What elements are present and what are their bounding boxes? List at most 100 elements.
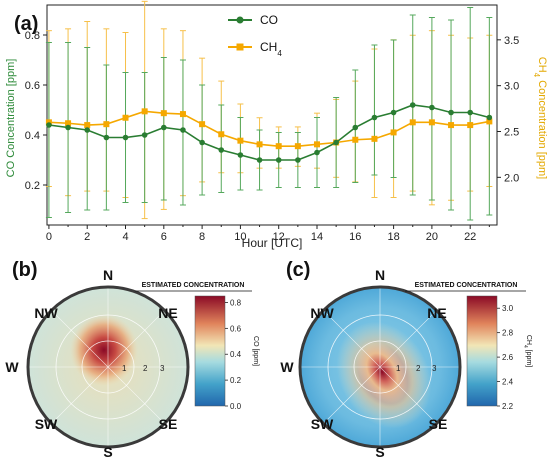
ch4-error-bars — [45, 0, 493, 220]
polar-ch4-ring-label-2: 2 — [416, 364, 421, 373]
colorbar-ch4: ESTIMATED CONCENTRATION 2.22.42.62.83.0 … — [405, 282, 532, 411]
legend-ch4-label: CH4 — [260, 40, 282, 58]
x-tick-label: 8 — [199, 231, 205, 243]
co-point — [314, 149, 320, 156]
direction-label-se: SE — [429, 416, 448, 432]
left-tick-label: 0.6 — [25, 80, 40, 92]
ch4-point — [141, 108, 148, 115]
ch4-point — [448, 122, 455, 129]
ch4-point — [314, 141, 320, 148]
polar-ch4-outer-ring — [298, 285, 462, 449]
colorbar-tick-label: 2.6 — [502, 353, 514, 362]
x-tick-label: 2 — [84, 231, 90, 243]
colorbar-tick-label: 2.4 — [502, 378, 514, 387]
co-point — [103, 134, 110, 141]
ch4-point — [486, 118, 493, 125]
co-point — [218, 147, 225, 153]
co-point — [448, 109, 454, 116]
co-point — [84, 127, 91, 133]
colorbar-tick-label: 2.2 — [502, 402, 514, 411]
ch4-point — [275, 143, 282, 150]
polar-ch4-spoke — [323, 310, 437, 424]
legend-co-marker — [236, 16, 244, 24]
co-point — [429, 104, 435, 111]
x-tick-label: 12 — [273, 231, 285, 243]
right-tick-label: 3.0 — [504, 81, 519, 93]
x-tick-label: 22 — [464, 231, 476, 243]
ch4-point — [160, 110, 167, 117]
x-tick-label: 0 — [46, 231, 52, 243]
x-tick-label: 16 — [349, 231, 361, 243]
right-tick-label: 2.5 — [504, 127, 519, 139]
x-tick-label: 10 — [234, 231, 246, 243]
ch4-point — [294, 143, 301, 150]
co-error-bar — [45, 42, 52, 218]
polar-co-ring-label-2: 2 — [143, 364, 148, 373]
co-line — [48, 104, 490, 161]
ch4-line — [48, 110, 490, 147]
colorbar-ch4-ticks: 2.2 2.4 2.6 2.8 3.0 — [497, 304, 514, 411]
co-point — [199, 139, 205, 146]
colorbar-tick-label: 0.8 — [230, 298, 242, 307]
colorbar-tick-label: 0.4 — [230, 350, 242, 359]
legend: CO CH4 — [228, 13, 282, 58]
polar-co-spoke — [51, 310, 165, 424]
direction-label-ne: NE — [427, 305, 446, 321]
direction-label-se: SE — [159, 416, 178, 432]
colorbar-tick-label: 0.0 — [230, 402, 242, 411]
co-point — [486, 114, 493, 121]
right-tick-label: 2.0 — [504, 172, 519, 184]
ch4-point — [218, 131, 225, 138]
co-point — [390, 109, 397, 116]
ch4-point — [179, 111, 186, 118]
legend-ch4-marker — [236, 43, 244, 51]
ch4-series — [45, 108, 493, 150]
colorbar-co-title: ESTIMATED CONCENTRATION — [142, 282, 245, 289]
ch4-point — [65, 120, 72, 127]
co-error-bar — [371, 44, 378, 176]
direction-label-n: N — [375, 267, 385, 283]
direction-label-w: W — [280, 359, 294, 375]
polar-co-hotspot — [70, 314, 138, 386]
colorbar-co-label: CO [ppm] — [252, 336, 259, 366]
colorbar-tick-label: 2.8 — [502, 329, 514, 338]
co-series — [46, 102, 493, 163]
right-axis-ticks: 2.0 2.5 3.0 3.5 — [497, 35, 519, 184]
direction-label-s: S — [375, 444, 384, 460]
plot-frame — [46, 4, 498, 226]
ch4-point — [352, 136, 359, 143]
direction-label-s: S — [103, 444, 112, 460]
co-point — [256, 157, 263, 163]
co-error-bar — [390, 39, 397, 178]
left-axis-ticks: 0.2 0.4 0.6 0.8 — [25, 30, 47, 192]
ch4-point — [467, 122, 474, 129]
direction-label-sw: SW — [35, 416, 58, 432]
direction-label-ne: NE — [158, 305, 177, 321]
co-point — [141, 132, 148, 138]
co-point — [180, 127, 186, 133]
colorbar-ch4-gradient — [466, 295, 498, 407]
panel-label-a: (a) — [14, 13, 38, 35]
x-tick-label: 6 — [161, 231, 167, 243]
co-point — [237, 152, 244, 158]
co-point — [467, 109, 473, 116]
polar-co-outer-ring — [26, 285, 190, 449]
colorbar-tick-label: 0.2 — [230, 376, 242, 385]
polar-plot-ch4: 1 2 3 N NE E SE S SW W NW — [280, 267, 482, 460]
co-point — [122, 134, 129, 141]
left-tick-label: 0.4 — [25, 130, 40, 142]
co-point — [275, 157, 282, 163]
ch4-point — [428, 119, 435, 126]
ch4-point — [256, 141, 263, 148]
x-axis-ticks: 0 2 4 6 8 10 12 14 16 18 20 22 — [46, 225, 490, 243]
co-point — [65, 124, 71, 131]
co-point — [295, 157, 301, 163]
co-point — [371, 114, 378, 121]
x-axis-label: Hour [UTC] — [242, 236, 303, 250]
panel-label-b: (b) — [12, 259, 38, 281]
left-tick-label: 0.8 — [25, 30, 40, 42]
ch4-point — [122, 114, 129, 121]
ch4-point — [237, 137, 244, 144]
co-point — [409, 102, 416, 108]
